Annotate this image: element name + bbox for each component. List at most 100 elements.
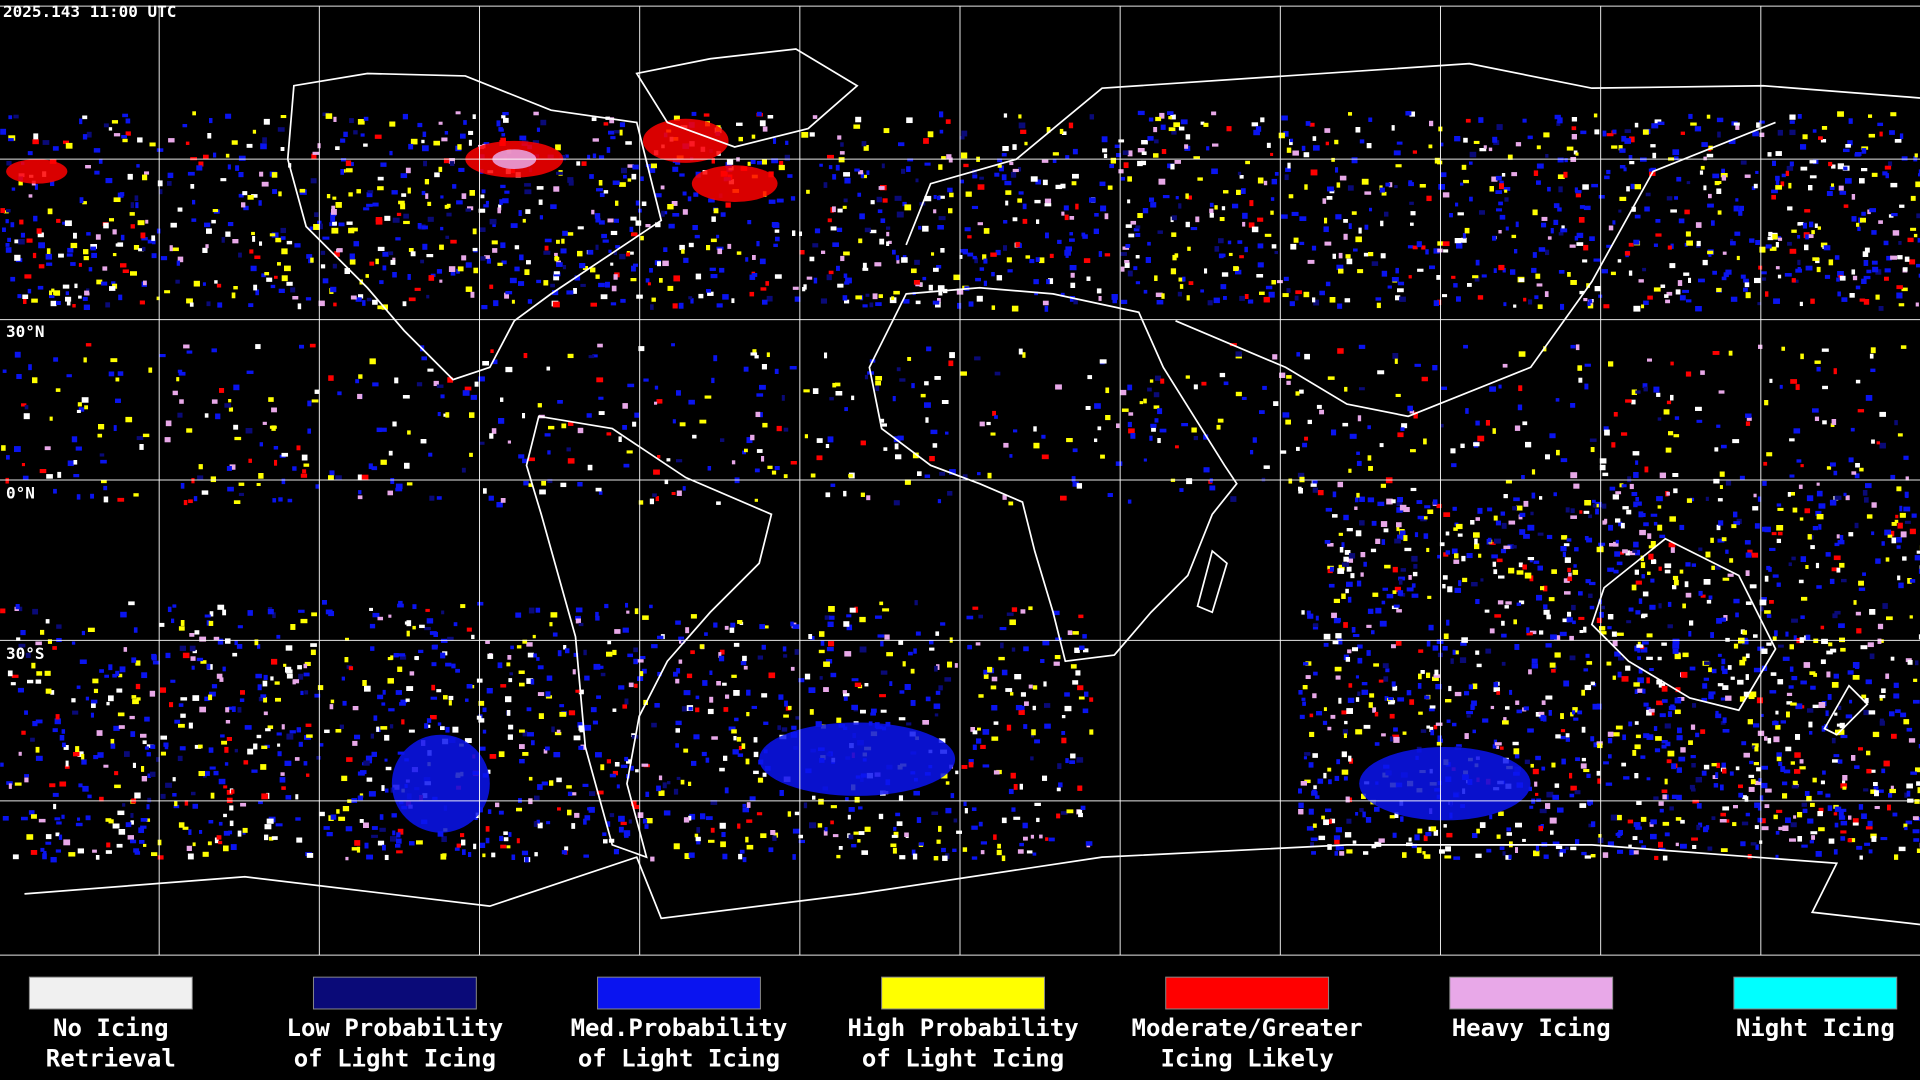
icing-pixel (1011, 647, 1016, 652)
icing-pixel (1720, 173, 1728, 178)
icing-pixel (1720, 721, 1726, 725)
icing-pixel (759, 412, 763, 418)
icing-pixel (426, 618, 434, 624)
icing-pixel (1800, 464, 1804, 468)
icing-pixel (52, 728, 58, 733)
icing-pixel (1801, 844, 1808, 848)
icing-pixel (875, 381, 882, 386)
icing-pixel (1074, 647, 1080, 653)
icing-pixel (1861, 278, 1867, 285)
icing-pixel (1585, 653, 1590, 658)
icing-pixel (471, 634, 475, 640)
icing-pixel (1683, 272, 1690, 276)
icing-pixel (1346, 849, 1353, 854)
icing-pixel (365, 274, 369, 278)
icing-pixel (1840, 535, 1844, 541)
icing-pixel (115, 398, 121, 403)
icing-pixel (563, 645, 567, 650)
icing-pixel (136, 697, 141, 701)
icing-pixel (1794, 752, 1801, 758)
icing-pixel (746, 689, 751, 696)
icing-pixel (543, 749, 548, 754)
icing-pixel (1331, 612, 1337, 619)
icing-pixel (1725, 637, 1730, 642)
icing-pixel (1826, 191, 1833, 196)
icing-pixel (508, 724, 514, 730)
icing-pixel (589, 791, 596, 797)
icing-pixel (906, 117, 913, 124)
icing-pixel (474, 381, 479, 387)
icing-pixel (234, 436, 242, 441)
icing-pixel (409, 671, 415, 676)
icing-pixel (10, 222, 15, 228)
icing-pixel (1716, 618, 1722, 624)
icing-pixel (1596, 617, 1602, 624)
icing-pixel (991, 305, 996, 310)
icing-pixel (1203, 122, 1209, 127)
icing-pixel (500, 242, 506, 249)
icing-pixel (227, 706, 235, 710)
icing-pixel (1785, 817, 1791, 824)
icing-pixel (277, 743, 281, 747)
icing-pixel (722, 294, 729, 300)
icing-pixel (753, 737, 758, 743)
icing-pixel (1650, 578, 1655, 583)
icing-pixel (1910, 195, 1916, 201)
icing-pixel (1381, 600, 1386, 605)
icing-pixel (1006, 612, 1014, 616)
icing-pixel (1665, 447, 1672, 453)
icing-pixel (333, 302, 337, 307)
icing-pixel (266, 818, 274, 824)
icing-pixel (1628, 270, 1633, 276)
icing-pixel (1582, 184, 1589, 190)
icing-pixel (370, 646, 375, 651)
icing-pixel (217, 638, 224, 645)
icing-pixel (1638, 598, 1643, 604)
icing-pixel (1077, 685, 1084, 691)
icing-pixel (1469, 151, 1477, 158)
icing-pixel (1002, 146, 1009, 152)
icing-pixel (1187, 195, 1192, 200)
icing-pixel (1860, 645, 1868, 650)
icing-pixel (167, 606, 172, 613)
icing-pixel (600, 764, 605, 771)
icing-pixel (23, 299, 27, 304)
icing-pixel (730, 622, 736, 628)
icing-pixel (696, 841, 701, 845)
icing-pixel (1855, 463, 1860, 468)
icing-pixel (235, 165, 240, 171)
icing-pixel (18, 751, 22, 756)
icing-pixel (1356, 460, 1362, 466)
icing-pixel (365, 755, 373, 761)
icing-pixel (580, 283, 586, 287)
icing-pixel (1864, 247, 1870, 253)
icing-pixel (1870, 789, 1877, 794)
icing-pixel (275, 237, 282, 243)
icing-pixel (372, 612, 380, 618)
icing-pixel (377, 616, 384, 621)
icing-pixel (756, 393, 764, 397)
icing-pixel (1851, 471, 1857, 475)
icing-pixel (676, 490, 682, 496)
icing-pixel (1352, 647, 1359, 652)
icing-pixel (1409, 410, 1415, 414)
icing-pixel (1621, 432, 1628, 436)
icing-pixel (164, 437, 171, 443)
icing-pixel (1744, 174, 1751, 178)
icing-pixel (771, 158, 779, 164)
icing-pixel (1128, 428, 1135, 434)
icing-pixel (1440, 172, 1447, 178)
icing-pixel (578, 622, 584, 627)
icing-pixel (1678, 218, 1685, 224)
icing-pixel (1791, 676, 1798, 681)
icing-pixel (284, 265, 291, 272)
icing-pixel (1066, 438, 1073, 443)
icing-pixel (101, 281, 108, 286)
icing-pixel (1423, 516, 1428, 520)
icing-pixel (1395, 164, 1402, 168)
icing-pixel (1425, 249, 1429, 255)
icing-pixel (1472, 683, 1478, 690)
icing-pixel (1471, 700, 1477, 706)
icing-pixel (1717, 653, 1722, 657)
icing-pixel (613, 250, 618, 256)
